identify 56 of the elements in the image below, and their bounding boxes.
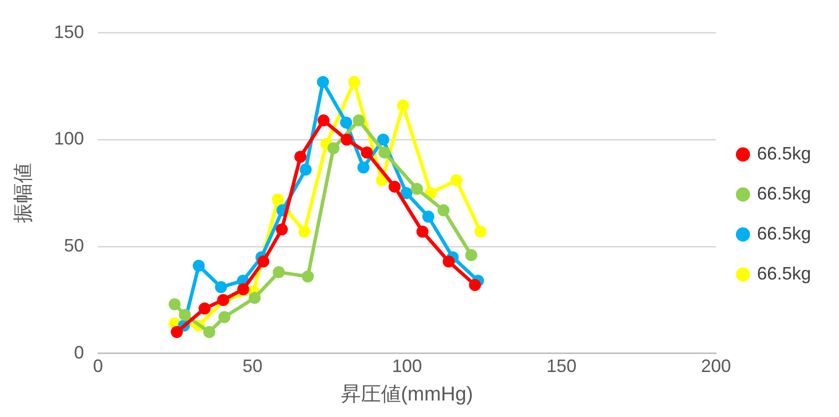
- x-tick-label: 200: [700, 356, 731, 376]
- point: [215, 281, 227, 294]
- point: [248, 292, 261, 304]
- point: [437, 204, 450, 216]
- point: [298, 226, 310, 238]
- point: [400, 187, 412, 200]
- point: [348, 76, 360, 88]
- point: [276, 223, 288, 236]
- legend-label: 66.5kg: [756, 263, 812, 284]
- point: [422, 210, 434, 223]
- point: [316, 76, 329, 88]
- point: [474, 226, 487, 238]
- x-tick-label: 50: [242, 356, 263, 376]
- point: [416, 226, 428, 238]
- y-axis-title: 振幅値: [12, 163, 35, 224]
- y-tick-label: 50: [64, 236, 84, 256]
- point: [218, 311, 230, 324]
- x-axis-title: 昇圧値(mmHg): [340, 384, 474, 406]
- point: [340, 116, 352, 129]
- point: [396, 99, 409, 112]
- point: [318, 114, 330, 126]
- point: [237, 283, 250, 296]
- point: [257, 255, 270, 268]
- point: [198, 302, 211, 315]
- point: [302, 270, 314, 282]
- point: [272, 266, 285, 278]
- point: [203, 326, 216, 338]
- point: [388, 180, 401, 193]
- legend-label: 66.5kg: [756, 223, 812, 244]
- point: [468, 279, 481, 292]
- point: [192, 260, 205, 272]
- point: [352, 114, 365, 126]
- point: [360, 146, 373, 158]
- legend-label: 66.5kg: [756, 183, 812, 204]
- point: [294, 150, 306, 163]
- point: [442, 255, 455, 268]
- point: [272, 194, 284, 206]
- point: [465, 249, 478, 262]
- x-tick-label: 0: [93, 356, 104, 376]
- legend-label: 66.5kg: [756, 143, 812, 164]
- point: [340, 134, 353, 146]
- point: [170, 326, 183, 338]
- y-tick-label: 100: [54, 128, 84, 149]
- y-tick-label: 150: [54, 22, 84, 42]
- point: [178, 308, 191, 321]
- point: [327, 142, 340, 154]
- point: [377, 134, 390, 146]
- point: [450, 174, 462, 186]
- point: [378, 146, 390, 158]
- x-tick-label: 150: [546, 356, 576, 376]
- point: [410, 182, 423, 195]
- point: [300, 164, 312, 176]
- point: [357, 161, 370, 174]
- point: [168, 298, 181, 310]
- y-tick-label: 0: [74, 342, 84, 362]
- x-tick-label: 100: [392, 356, 422, 376]
